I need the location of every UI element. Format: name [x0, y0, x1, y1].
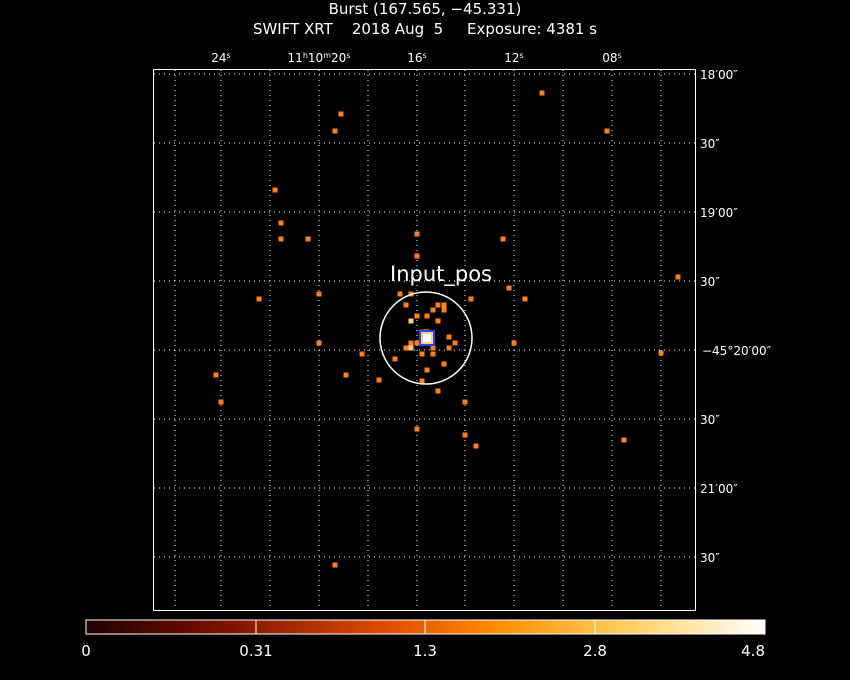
input-position-circle[interactable]	[379, 291, 473, 385]
bright-event-pixel	[408, 345, 414, 351]
event-pixel	[376, 377, 382, 383]
event-pixel	[441, 307, 447, 313]
event-pixel	[414, 426, 420, 432]
event-pixel	[430, 307, 436, 313]
event-pixel	[441, 361, 447, 367]
event-pixel	[305, 236, 311, 242]
colorbar-label: 1.3	[413, 642, 437, 660]
input-position-label: Input_pos	[390, 262, 492, 287]
event-pixel	[435, 302, 441, 308]
event-pixel	[414, 253, 420, 259]
event-pixel	[408, 340, 414, 346]
event-pixel	[462, 432, 468, 438]
ra-label-08s: 08s	[602, 51, 621, 65]
event-pixel	[338, 111, 344, 117]
event-pixel	[511, 340, 517, 346]
event-pixel	[278, 236, 284, 242]
event-pixel	[419, 378, 425, 384]
event-pixel	[473, 443, 479, 449]
event-pixel	[441, 302, 447, 308]
event-pixel	[468, 296, 474, 302]
event-pixel	[272, 187, 278, 193]
event-pixel	[332, 128, 338, 134]
dec-label-18-00: 18′00″	[700, 68, 738, 82]
dec-label-18-30: 30″	[700, 137, 720, 151]
event-pixel	[435, 388, 441, 394]
event-pixel	[343, 372, 349, 378]
source-core	[423, 334, 431, 342]
ra-label-11h10m20s: 11h10m20s	[288, 51, 351, 65]
event-pixel	[359, 351, 365, 357]
event-pixel	[397, 291, 403, 297]
event-pixel	[316, 340, 322, 346]
bright-event-pixel	[408, 318, 414, 324]
event-pixel	[256, 296, 262, 302]
coordinate-grid	[154, 70, 695, 610]
event-pixel	[500, 236, 506, 242]
event-pixel	[430, 345, 436, 351]
ra-label-24s: 24s	[211, 51, 230, 65]
dec-label-19-30: 30″	[700, 275, 720, 289]
event-pixel	[424, 367, 430, 373]
event-pixel	[414, 231, 420, 237]
colorbar-label: 2.8	[583, 642, 607, 660]
event-pixel	[658, 350, 664, 356]
plot-frame	[153, 69, 696, 611]
event-pixel	[506, 285, 512, 291]
event-pixel	[403, 302, 409, 308]
event-pixel	[604, 128, 610, 134]
photon-events	[213, 90, 681, 568]
colorbar-label: 0	[81, 642, 91, 660]
image-title: Burst (167.565, −45.331)	[328, 0, 522, 18]
event-pixel	[446, 334, 452, 340]
event-pixel	[414, 340, 420, 346]
ra-label-12s: 12s	[504, 51, 523, 65]
dec-label-19-00: 19′00″	[700, 206, 738, 220]
dec-label-21-30: 30″	[700, 551, 720, 565]
event-pixel	[332, 562, 338, 568]
colorbar-label: 0.31	[239, 642, 272, 660]
event-pixel	[316, 291, 322, 297]
event-pixel	[430, 351, 436, 357]
event-pixel	[424, 313, 430, 319]
dec-label-20-30: 30″	[700, 413, 720, 427]
event-pixel	[218, 399, 224, 405]
event-pixel	[278, 220, 284, 226]
dec-label-20-00: −45°20′00″	[702, 344, 772, 358]
event-pixel	[675, 274, 681, 280]
observation-subtitle: SWIFT XRT 2018 Aug 5 Exposure: 4381 s	[252, 20, 598, 38]
dec-label-21-00: 21′00″	[700, 482, 738, 496]
event-pixel	[522, 296, 528, 302]
event-pixel	[435, 318, 441, 324]
event-pixel	[414, 313, 420, 319]
event-pixel	[403, 345, 409, 351]
colorbar-label: 4.8	[741, 642, 765, 660]
event-pixel	[621, 437, 627, 443]
event-pixel	[419, 351, 425, 357]
event-pixel	[452, 340, 458, 346]
ra-label-16s: 16s	[407, 51, 426, 65]
event-pixel	[392, 356, 398, 362]
event-pixel	[446, 345, 452, 351]
event-pixel	[462, 399, 468, 405]
event-pixel	[213, 372, 219, 378]
event-pixel	[539, 90, 545, 96]
